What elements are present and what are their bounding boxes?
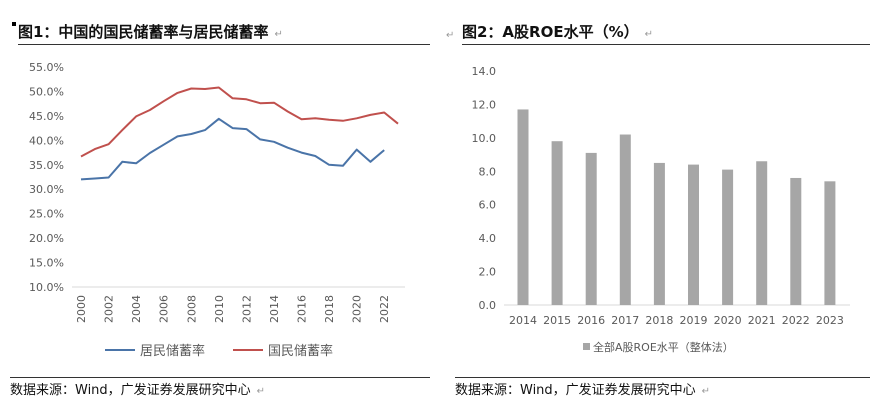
x-tick-label: 2023 xyxy=(816,314,844,327)
x-tick-label: 2022 xyxy=(782,314,810,327)
x-tick-label: 2018 xyxy=(645,314,673,327)
y-tick-label: 20.0% xyxy=(29,232,64,245)
bar-2021 xyxy=(756,161,768,305)
x-tick-label: 2012 xyxy=(240,295,253,323)
y-tick-label: 10.0% xyxy=(29,281,64,294)
left-chart-title: 图1：中国的国民储蓄率与居民储蓄率 ↵ xyxy=(18,20,430,45)
y-tick-label: 4.0 xyxy=(479,232,497,245)
bar-2020 xyxy=(722,169,734,305)
x-tick-label: 2008 xyxy=(185,295,198,323)
legend-label: 国民储蓄率 xyxy=(268,343,333,359)
y-tick-label: 8.0 xyxy=(479,165,497,178)
series-line-household xyxy=(80,117,385,181)
x-tick-label: 2016 xyxy=(577,314,605,327)
x-tick-label: 2014 xyxy=(509,314,537,327)
legend-label: 全部A股ROE水平（整体法） xyxy=(593,340,734,354)
y-tick-label: 25.0% xyxy=(29,208,64,221)
y-tick-label: 45.0% xyxy=(29,110,64,123)
bar-2018 xyxy=(653,162,665,305)
x-tick-label: 2014 xyxy=(268,295,281,323)
y-tick-label: 40.0% xyxy=(29,134,64,147)
y-tick-label: 35.0% xyxy=(29,159,64,172)
x-tick-label: 2018 xyxy=(323,295,336,323)
bar-2016 xyxy=(585,152,597,305)
x-tick-label: 2004 xyxy=(130,295,143,323)
x-tick-label: 2022 xyxy=(378,295,391,323)
x-tick-label: 2006 xyxy=(158,295,171,323)
x-tick-label: 2020 xyxy=(351,295,364,323)
line-chart: 10.0% 15.0% 20.0% 25.0% 30.0% 35.0% 40.0% 45.0%… xyxy=(29,61,405,359)
x-tick-label: 2015 xyxy=(543,314,571,327)
y-tick-label: 0.0 xyxy=(479,299,497,312)
y-tick-label: 12.0 xyxy=(472,98,497,111)
x-tick-label: 2017 xyxy=(611,314,639,327)
right-source: 数据来源：Wind，广发证券发展研究中心 ↵ xyxy=(455,377,870,404)
bar-2015 xyxy=(551,141,563,305)
bar-chart: 0.0 2.0 4.0 6.0 8.0 10.0 12.0 14.0 2014 2015 2016 2… xyxy=(472,65,850,354)
x-tick-label: 2002 xyxy=(103,295,116,323)
legend-label: 居民储蓄率 xyxy=(140,343,205,359)
bar-2017 xyxy=(619,134,631,305)
x-tick-label: 2016 xyxy=(296,295,309,323)
right-chart-title: 图2：A股ROE水平（%） ↵ xyxy=(462,20,870,45)
y-tick-label: 50.0% xyxy=(29,85,64,98)
legend-swatch xyxy=(583,343,590,350)
y-tick-label: 10.0 xyxy=(472,132,497,145)
y-tick-label: 6.0 xyxy=(479,199,497,212)
bar-2023 xyxy=(824,181,836,305)
y-tick-label: 15.0% xyxy=(29,257,64,270)
bar-2019 xyxy=(688,164,699,305)
para-mark: ↵ xyxy=(446,30,455,41)
bullet-marker xyxy=(12,22,16,26)
x-tick-label: 2000 xyxy=(75,295,88,323)
x-tick-label: 2019 xyxy=(680,314,708,327)
y-tick-label: 30.0% xyxy=(29,183,64,196)
left-source: 数据来源：Wind，广发证券发展研究中心 ↵ xyxy=(10,377,430,404)
x-tick-label: 2020 xyxy=(714,314,742,327)
y-tick-label: 14.0 xyxy=(472,65,497,78)
bar-2014 xyxy=(517,109,529,305)
series-line-national xyxy=(80,86,399,158)
x-tick-label: 2010 xyxy=(213,295,226,323)
x-tick-label: 2021 xyxy=(748,314,776,327)
bar-2022 xyxy=(790,177,802,305)
y-tick-label: 2.0 xyxy=(479,266,497,279)
y-tick-label: 55.0% xyxy=(29,61,64,74)
